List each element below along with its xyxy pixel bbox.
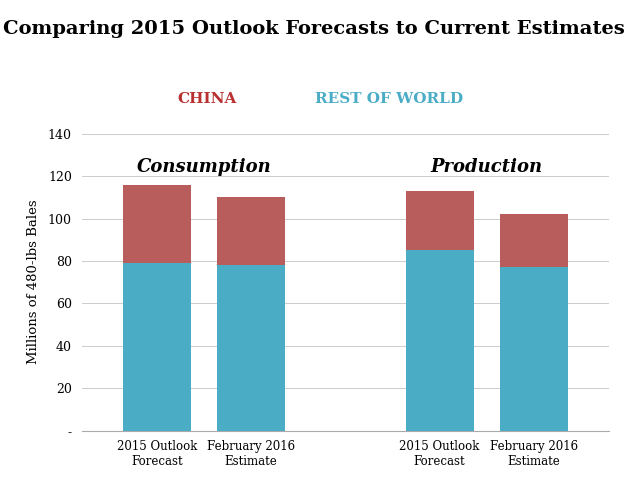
- Text: Comparing 2015 Outlook Forecasts to Current Estimates: Comparing 2015 Outlook Forecasts to Curr…: [3, 20, 625, 38]
- Text: Consumption: Consumption: [137, 158, 271, 176]
- Text: CHINA: CHINA: [178, 92, 237, 106]
- Bar: [217, 198, 285, 265]
- Bar: [123, 263, 191, 431]
- Bar: [406, 250, 474, 431]
- Bar: [123, 185, 191, 263]
- Text: Production: Production: [431, 158, 543, 176]
- Bar: [406, 191, 474, 250]
- Bar: [500, 267, 568, 431]
- Y-axis label: Millions of 480-lbs Bales: Millions of 480-lbs Bales: [26, 200, 40, 364]
- Bar: [500, 214, 568, 267]
- Text: REST OF WORLD: REST OF WORLD: [315, 92, 463, 106]
- Bar: [217, 265, 285, 431]
